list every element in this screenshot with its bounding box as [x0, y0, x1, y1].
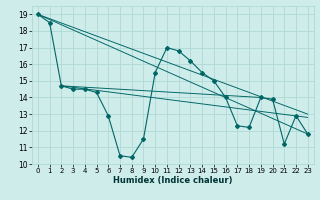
X-axis label: Humidex (Indice chaleur): Humidex (Indice chaleur): [113, 176, 233, 185]
